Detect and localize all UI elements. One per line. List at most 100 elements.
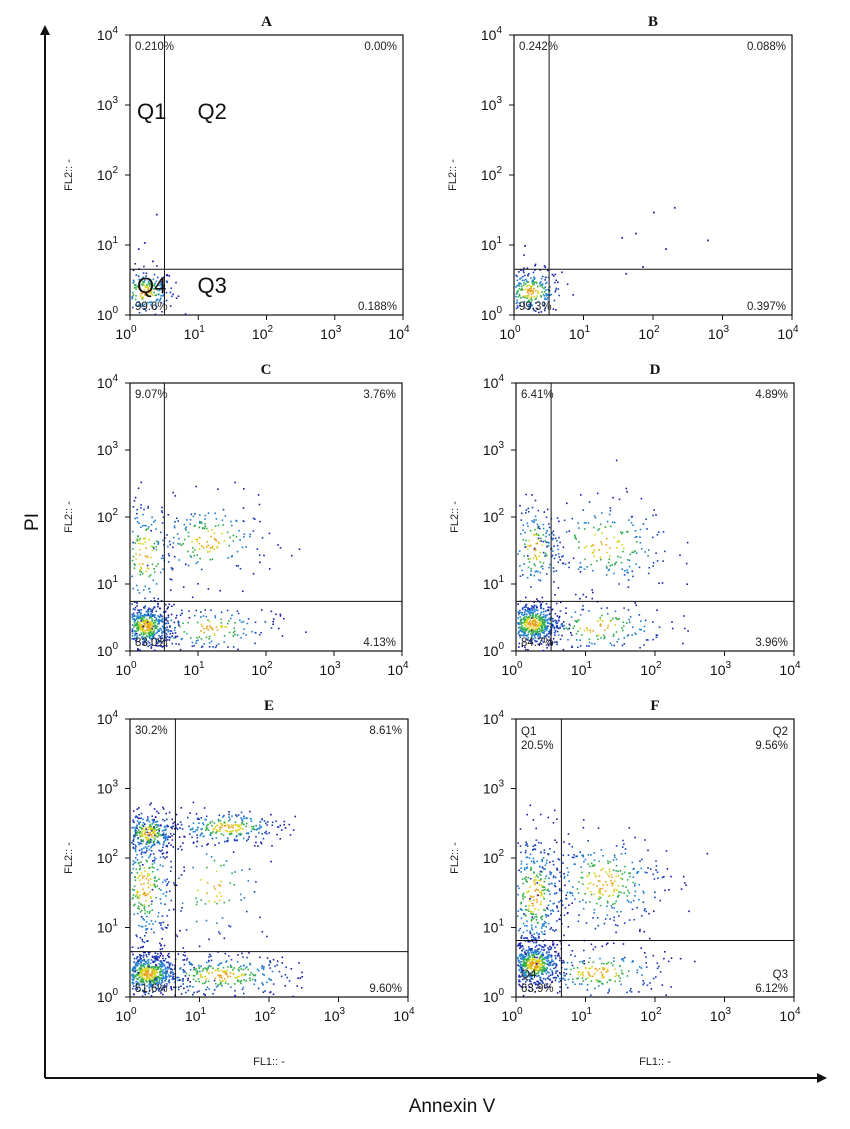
event-dot <box>605 565 608 568</box>
event-dot <box>521 512 523 515</box>
event-dot <box>252 825 255 828</box>
event-dot <box>143 891 146 894</box>
event-dot <box>139 537 141 540</box>
event-dot <box>198 536 201 539</box>
event-dot <box>153 649 156 652</box>
event-dot <box>528 297 531 299</box>
event-dot <box>141 973 144 976</box>
event-dot <box>144 912 146 915</box>
event-dot <box>539 944 542 947</box>
event-dot <box>140 872 143 874</box>
event-dot <box>520 519 523 521</box>
event-dot <box>148 633 151 635</box>
event-dot <box>160 297 162 300</box>
event-dot <box>520 863 523 865</box>
event-dot <box>219 822 221 825</box>
event-dot <box>148 587 151 590</box>
event-dot <box>156 305 158 308</box>
event-dot <box>242 837 245 840</box>
event-dot <box>628 621 631 623</box>
event-dot <box>544 279 546 281</box>
event-dot <box>542 629 545 631</box>
event-dot <box>180 985 182 987</box>
event-dot <box>585 922 588 924</box>
event-dot <box>165 828 167 830</box>
event-dot <box>231 555 233 557</box>
event-dot <box>133 563 136 565</box>
event-dot <box>568 566 570 569</box>
event-dot <box>525 844 527 846</box>
event-dot <box>183 963 186 966</box>
event-dot <box>165 974 167 976</box>
event-dot <box>189 523 192 525</box>
event-dot <box>187 531 190 534</box>
event-dot <box>147 288 149 291</box>
event-dot <box>288 823 291 826</box>
event-dot <box>533 278 536 280</box>
event-dot <box>147 819 149 822</box>
event-dot <box>158 640 161 642</box>
event-dot <box>221 985 223 987</box>
event-dot <box>590 563 593 566</box>
event-dot <box>530 967 533 970</box>
event-dot <box>687 630 689 632</box>
event-dot <box>145 931 147 934</box>
event-dot <box>546 609 549 611</box>
event-dot <box>555 970 557 973</box>
event-dot <box>153 571 156 573</box>
event-dot <box>221 823 223 825</box>
event-dot <box>215 922 218 924</box>
event-dot <box>583 960 585 962</box>
event-dot <box>160 645 162 647</box>
event-dot <box>143 284 145 286</box>
event-dot <box>145 309 147 312</box>
event-dot <box>137 275 140 277</box>
event-dot <box>214 969 216 972</box>
quadrant-percent-q3: 4.13% <box>363 637 396 649</box>
event-dot <box>540 842 542 844</box>
event-dot <box>144 925 147 927</box>
event-dot <box>161 619 163 621</box>
event-dot <box>524 646 526 648</box>
event-dot <box>536 901 538 903</box>
event-dot <box>552 625 554 628</box>
event-dot <box>252 978 254 981</box>
event-dot <box>149 884 152 886</box>
event-dot <box>139 573 142 576</box>
event-dot <box>133 904 135 907</box>
event-dot <box>134 632 137 634</box>
event-dot <box>150 556 152 559</box>
event-dot <box>152 260 154 263</box>
event-dot <box>175 614 178 617</box>
event-dot <box>597 638 599 641</box>
event-dot <box>527 290 529 293</box>
event-dot <box>148 539 150 541</box>
event-dot <box>532 905 535 907</box>
event-dot <box>153 981 156 984</box>
event-dot <box>133 287 136 289</box>
event-dot <box>518 869 520 872</box>
event-dot <box>158 629 160 631</box>
x-tick-label: 104 <box>393 1006 415 1024</box>
event-dot <box>532 957 535 959</box>
event-dot <box>147 623 150 625</box>
event-dot <box>169 632 171 635</box>
event-dot <box>627 586 630 588</box>
event-dot <box>161 977 164 980</box>
event-dot <box>160 927 163 929</box>
event-dot <box>562 959 564 962</box>
event-dot <box>275 820 277 822</box>
event-dot <box>261 965 263 967</box>
event-dot <box>149 625 151 627</box>
event-dot <box>151 836 153 838</box>
event-dot <box>536 625 538 627</box>
event-dot <box>609 507 612 509</box>
event-dot <box>243 520 245 523</box>
event-dot <box>199 514 201 516</box>
event-dot <box>655 636 658 639</box>
event-dot <box>555 841 558 844</box>
event-dot <box>150 529 152 532</box>
event-dot <box>149 831 151 834</box>
event-dot <box>228 813 230 816</box>
event-dot <box>213 633 216 635</box>
